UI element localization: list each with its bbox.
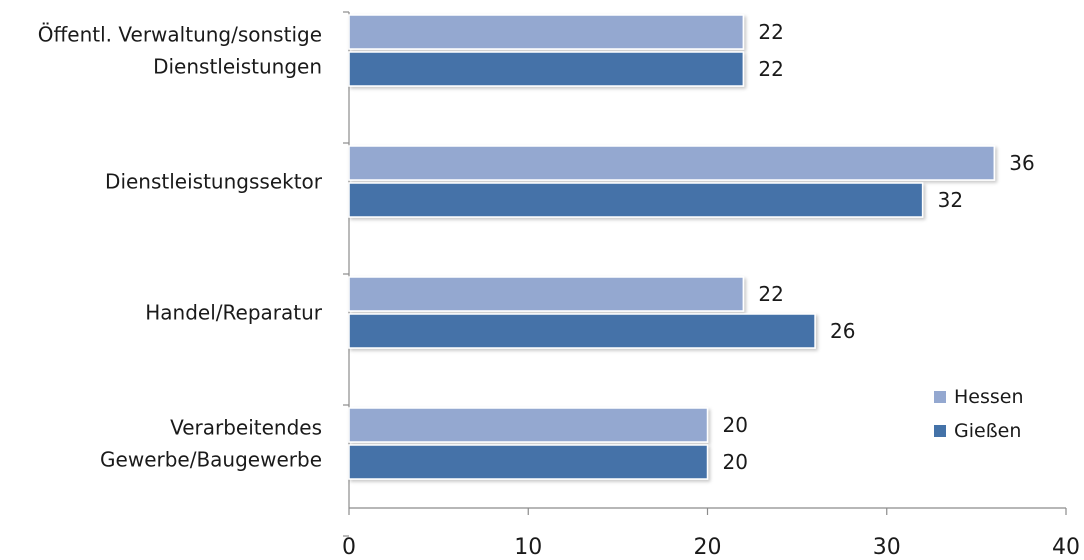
data-labels-group: 22 22 36 32 22 26 20 20: [723, 20, 1035, 474]
bar-giessen-dienstleistungssektor: [348, 182, 924, 218]
bar-hessen-oeffentl-verwaltung-sonstige-dienstleistungen: [348, 14, 745, 50]
data-label-hessen-dienstleistungssektor: 36: [1009, 151, 1034, 175]
data-label-giessen-verarbeitendes-gewerbe-baugewerbe: 20: [723, 450, 748, 474]
data-label-giessen-dienstleistungssektor: 32: [938, 188, 963, 212]
legend-swatch-hessen: [934, 391, 946, 403]
legend-label-hessen: Hessen: [954, 386, 1024, 408]
x-tick-label: 10: [514, 535, 542, 560]
legend-item-giessen: Gießen: [934, 414, 1054, 448]
x-tick-label: 40: [1052, 535, 1080, 560]
x-tick-label: 20: [694, 535, 722, 560]
bar-giessen-verarbeitendes-gewerbe-baugewerbe: [348, 444, 709, 480]
category-label: Gewerbe/Baugewerbe: [100, 448, 322, 472]
bar-hessen-handel-reparatur: [348, 276, 745, 312]
data-label-giessen-handel-reparatur: 26: [830, 319, 855, 343]
category-label: Dienstleistungssektor: [105, 170, 323, 194]
legend-swatch-giessen: [934, 425, 946, 437]
x-tick-label: 0: [342, 535, 356, 560]
data-label-hessen-verarbeitendes-gewerbe-baugewerbe: 20: [723, 413, 748, 437]
legend-item-hessen: Hessen: [934, 380, 1054, 414]
legend-label-giessen: Gießen: [954, 420, 1022, 442]
category-label: Handel/Reparatur: [145, 301, 323, 325]
data-label-giessen-oeffentl-verwaltung-sonstige-dienstleistungen: 22: [758, 57, 783, 81]
data-label-hessen-oeffentl-verwaltung-sonstige-dienstleistungen: 22: [758, 20, 783, 44]
tick-labels-group: 0 10 20 30 40: [342, 535, 1080, 560]
bars-group: [348, 14, 996, 480]
legend: Hessen Gießen: [934, 380, 1054, 448]
category-label: Öffentl. Verwaltung/sonstige: [38, 23, 322, 47]
category-label: Dienstleistungen: [153, 55, 322, 79]
bar-giessen-handel-reparatur: [348, 313, 816, 349]
category-label: Verarbeitendes: [170, 416, 322, 440]
bar-giessen-oeffentl-verwaltung-sonstige-dienstleistungen: [348, 51, 745, 87]
x-axis: [348, 507, 1067, 515]
category-labels-group: Öffentl. Verwaltung/sonstige Dienstleistu…: [38, 23, 323, 472]
y-axis: [343, 11, 350, 537]
bar-hessen-dienstleistungssektor: [348, 145, 996, 181]
data-label-hessen-handel-reparatur: 22: [758, 282, 783, 306]
bar-hessen-verarbeitendes-gewerbe-baugewerbe: [348, 407, 709, 443]
x-tick-label: 30: [873, 535, 901, 560]
